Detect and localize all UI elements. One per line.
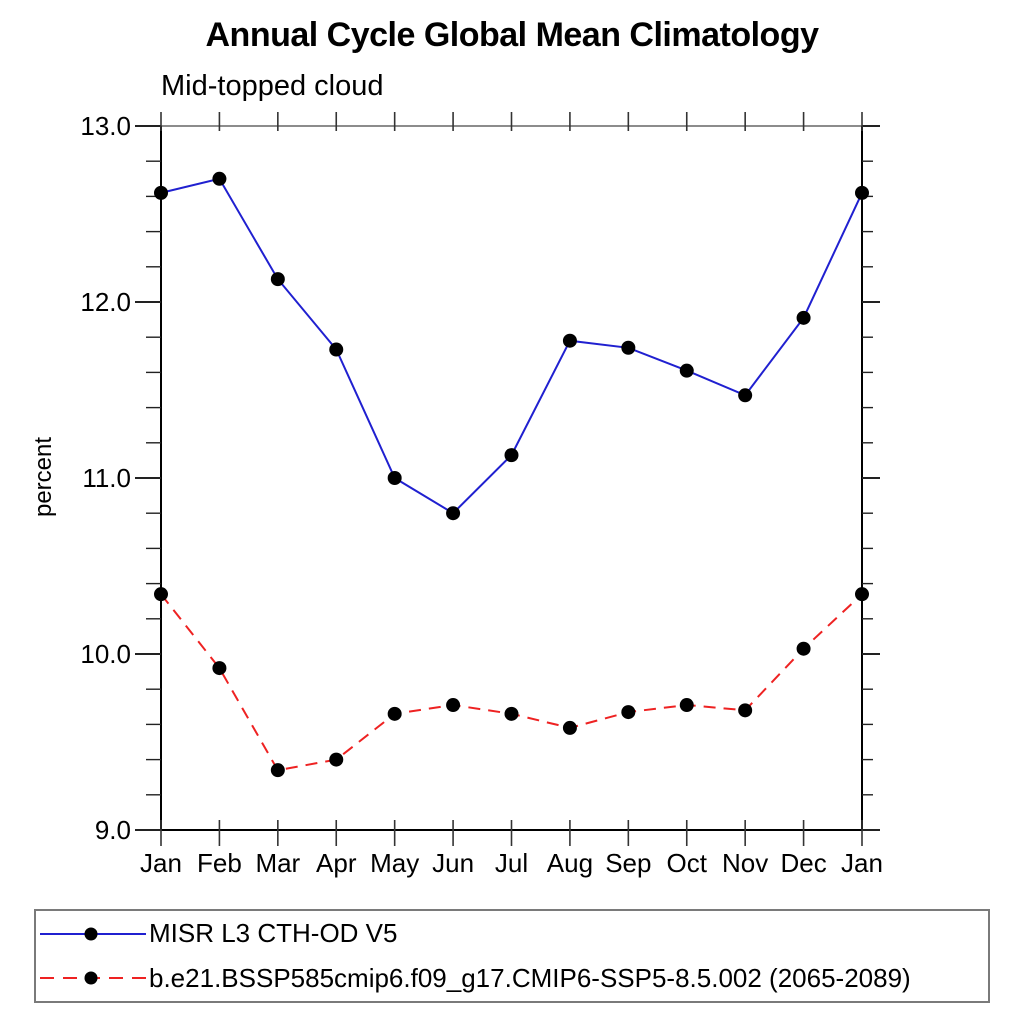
data-point-marker xyxy=(329,752,344,767)
x-tick-label: May xyxy=(370,848,419,878)
data-point-marker xyxy=(679,698,694,713)
y-tick-label: 13.0 xyxy=(80,111,131,141)
x-tick-label: Jul xyxy=(495,848,528,878)
x-tick-label: Dec xyxy=(780,848,826,878)
data-point-marker xyxy=(855,185,869,200)
data-point-marker xyxy=(154,587,168,602)
x-tick-label: Jun xyxy=(432,848,474,878)
data-point-marker xyxy=(446,506,461,521)
data-point-marker xyxy=(504,448,519,463)
legend-label-misr: MISR L3 CTH-OD V5 xyxy=(149,918,398,949)
legend-label-model: b.e21.BSSP585cmip6.f09_g17.CMIP6-SSP5-8.… xyxy=(149,962,911,993)
data-point-marker xyxy=(154,185,168,200)
legend-box: MISR L3 CTH-OD V5 b.e21.BSSP585cmip6.f09… xyxy=(34,909,990,1003)
data-point-marker xyxy=(212,171,227,186)
x-tick-label: Nov xyxy=(722,848,768,878)
data-point-marker xyxy=(679,363,694,378)
data-point-marker xyxy=(621,705,636,720)
data-point-marker xyxy=(738,703,753,718)
y-tick-label: 12.0 xyxy=(80,287,131,317)
x-tick-label: Jan xyxy=(140,848,182,878)
data-point-marker xyxy=(796,310,811,325)
data-point-marker xyxy=(738,388,753,403)
data-point-marker xyxy=(387,471,402,485)
x-tick-label: Mar xyxy=(255,848,300,878)
data-point-marker xyxy=(504,706,519,721)
legend-sample-line-solid-icon xyxy=(40,927,146,941)
chart-subtitle: Mid-topped cloud xyxy=(161,70,384,102)
data-point-marker xyxy=(270,272,285,287)
legend-sample-line-dashed-icon xyxy=(40,971,146,985)
x-tick-label: Oct xyxy=(667,848,708,878)
chart-title: Annual Cycle Global Mean Climatology xyxy=(205,16,820,54)
series-line-0 xyxy=(160,177,863,515)
x-tick-label: Feb xyxy=(197,848,242,878)
data-point-marker xyxy=(212,661,227,676)
data-point-marker xyxy=(621,340,636,355)
series-line-1 xyxy=(160,593,863,772)
data-point-marker xyxy=(855,587,869,602)
legend-entry-misr: MISR L3 CTH-OD V5 xyxy=(36,912,988,956)
data-point-marker xyxy=(562,333,577,348)
y-tick-label: 10.0 xyxy=(80,639,131,669)
x-tick-label: Sep xyxy=(605,848,651,878)
y-tick-label: 11.0 xyxy=(82,463,131,493)
data-point-marker xyxy=(329,342,344,357)
x-tick-label: Jan xyxy=(841,848,883,878)
data-point-marker xyxy=(387,706,402,721)
data-point-marker xyxy=(796,641,811,656)
legend-entry-model: b.e21.BSSP585cmip6.f09_g17.CMIP6-SSP5-8.… xyxy=(36,956,988,1000)
x-tick-label: Apr xyxy=(316,848,357,878)
y-tick-label: 9.0 xyxy=(95,815,131,845)
data-point-marker xyxy=(270,763,285,778)
data-point-marker xyxy=(562,720,577,735)
x-tick-label: Aug xyxy=(547,848,593,878)
data-point-marker xyxy=(446,698,461,713)
